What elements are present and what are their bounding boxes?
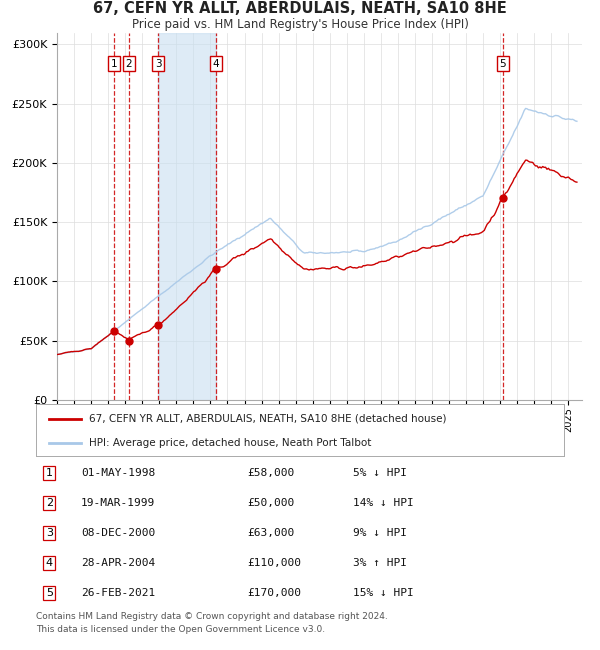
Bar: [158, 32, 216, 400]
Text: £58,000: £58,000: [247, 468, 295, 478]
Text: 01-MAY-1998: 01-MAY-1998: [81, 468, 155, 478]
Text: HPI: Average price, detached house, Neath Port Talbot: HPI: Average price, detached house, Neat…: [89, 438, 371, 448]
Text: £170,000: £170,000: [247, 588, 301, 598]
Text: £63,000: £63,000: [247, 528, 295, 538]
Text: 4: 4: [212, 58, 219, 69]
Text: Contains HM Land Registry data © Crown copyright and database right 2024.: Contains HM Land Registry data © Crown c…: [36, 612, 388, 621]
Text: 1: 1: [46, 468, 53, 478]
Text: 14% ↓ HPI: 14% ↓ HPI: [353, 498, 413, 508]
Text: 3% ↑ HPI: 3% ↑ HPI: [353, 558, 407, 568]
Text: 3: 3: [46, 528, 53, 538]
Text: 26-FEB-2021: 26-FEB-2021: [81, 588, 155, 598]
Text: 5: 5: [46, 588, 53, 598]
Text: 2: 2: [46, 498, 53, 508]
Text: 9% ↓ HPI: 9% ↓ HPI: [353, 528, 407, 538]
Text: £50,000: £50,000: [247, 498, 295, 508]
Text: 3: 3: [155, 58, 161, 69]
Text: 67, CEFN YR ALLT, ABERDULAIS, NEATH, SA10 8HE: 67, CEFN YR ALLT, ABERDULAIS, NEATH, SA1…: [93, 1, 507, 16]
Text: 1: 1: [110, 58, 117, 69]
Text: 15% ↓ HPI: 15% ↓ HPI: [353, 588, 413, 598]
Text: 67, CEFN YR ALLT, ABERDULAIS, NEATH, SA10 8HE (detached house): 67, CEFN YR ALLT, ABERDULAIS, NEATH, SA1…: [89, 414, 446, 424]
Text: Price paid vs. HM Land Registry's House Price Index (HPI): Price paid vs. HM Land Registry's House …: [131, 18, 469, 31]
Text: 19-MAR-1999: 19-MAR-1999: [81, 498, 155, 508]
Text: £110,000: £110,000: [247, 558, 301, 568]
Text: This data is licensed under the Open Government Licence v3.0.: This data is licensed under the Open Gov…: [36, 625, 325, 634]
Text: 28-APR-2004: 28-APR-2004: [81, 558, 155, 568]
Text: 5% ↓ HPI: 5% ↓ HPI: [353, 468, 407, 478]
Text: 4: 4: [46, 558, 53, 568]
Text: 5: 5: [499, 58, 506, 69]
Text: 08-DEC-2000: 08-DEC-2000: [81, 528, 155, 538]
Text: 2: 2: [125, 58, 132, 69]
